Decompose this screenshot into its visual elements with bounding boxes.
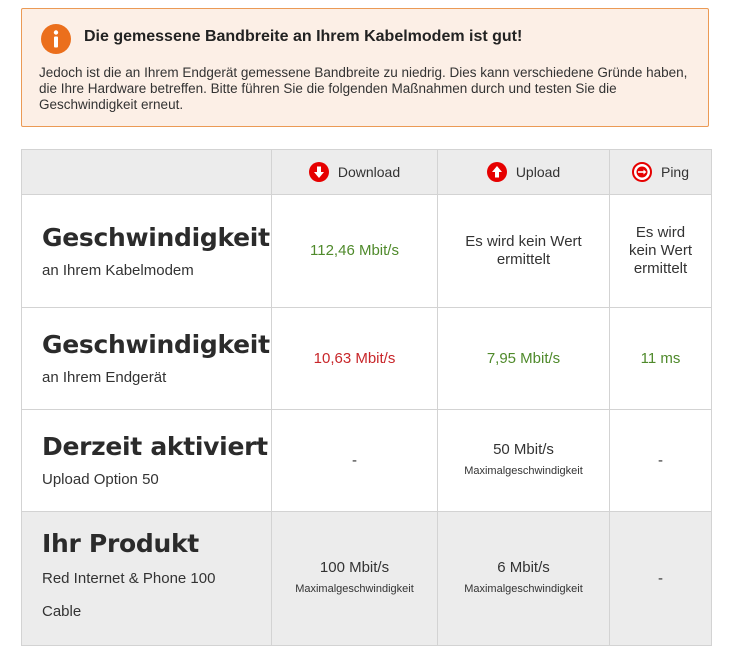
info-icon bbox=[41, 24, 71, 54]
ping-value-text: Es wird kein Wert ermittelt bbox=[628, 224, 693, 277]
ping-icon bbox=[631, 162, 652, 182]
upload-value: 7,95 Mbit/s bbox=[437, 307, 610, 410]
header-empty-cell bbox=[21, 149, 272, 195]
row-title: Geschwindigkeit bbox=[42, 222, 270, 252]
upload-value-text: 6 Mbit/s bbox=[497, 559, 550, 576]
table-header-row: Download Upload Ping bbox=[21, 149, 712, 195]
row-subtitle: an Ihrem Endgerät bbox=[42, 369, 167, 386]
row-subtitle: Red Internet & Phone 100 Cable bbox=[42, 570, 216, 620]
ping-value: Es wird kein Wert ermittelt bbox=[609, 194, 712, 308]
upload-arrow-icon bbox=[486, 162, 507, 182]
download-value: 100 Mbit/s Maximalgeschwindigkeit bbox=[271, 511, 438, 646]
table-row: Derzeit aktiviert Upload Option 50 - 50 … bbox=[21, 409, 712, 512]
upload-value: 50 Mbit/s Maximalgeschwindigkeit bbox=[437, 409, 610, 512]
table-row: Geschwindigkeit an Ihrem Endgerät 10,63 … bbox=[21, 307, 712, 410]
header-upload-label: Upload bbox=[515, 164, 561, 180]
notice-text: Jedoch ist die an Ihrem Endgerät gemesse… bbox=[39, 65, 688, 112]
ping-value: - bbox=[609, 511, 712, 646]
table-row: Geschwindigkeit an Ihrem Kabelmodem 112,… bbox=[21, 194, 712, 308]
ping-value: - bbox=[609, 409, 712, 512]
download-value-note: Maximalgeschwindigkeit bbox=[295, 583, 414, 595]
header-ping: Ping bbox=[609, 149, 712, 195]
upload-value: 6 Mbit/s Maximalgeschwindigkeit bbox=[437, 511, 610, 646]
upload-value-text: Es wird kein Wert ermittelt bbox=[465, 233, 582, 268]
download-value: 10,63 Mbit/s bbox=[271, 307, 438, 410]
header-download: Download bbox=[271, 149, 438, 195]
upload-value: Es wird kein Wert ermittelt bbox=[437, 194, 610, 308]
download-value: 112,46 Mbit/s bbox=[271, 194, 438, 308]
header-upload: Upload bbox=[437, 149, 610, 195]
download-value: - bbox=[271, 409, 438, 512]
row-label: Ihr Produkt Red Internet & Phone 100 Cab… bbox=[21, 511, 272, 646]
upload-value-note: Maximalgeschwindigkeit bbox=[464, 583, 583, 595]
speed-test-table: Download Upload Ping bbox=[21, 149, 712, 646]
row-label: Geschwindigkeit an Ihrem Endgerät bbox=[21, 307, 272, 410]
notice-title: Die gemessene Bandbreite an Ihrem Kabelm… bbox=[84, 28, 523, 45]
download-arrow-icon bbox=[308, 162, 329, 182]
ping-value: 11 ms bbox=[609, 307, 712, 410]
table-row: Ihr Produkt Red Internet & Phone 100 Cab… bbox=[21, 511, 712, 646]
row-label: Derzeit aktiviert Upload Option 50 bbox=[21, 409, 272, 512]
download-value-text: 100 Mbit/s bbox=[319, 559, 390, 576]
row-title: Derzeit aktiviert bbox=[42, 432, 268, 461]
row-subtitle: Upload Option 50 bbox=[42, 471, 159, 488]
header-download-label: Download bbox=[337, 164, 401, 180]
row-title: Ihr Produkt bbox=[42, 529, 199, 558]
header-ping-label: Ping bbox=[660, 164, 690, 180]
row-label: Geschwindigkeit an Ihrem Kabelmodem bbox=[21, 194, 272, 308]
upload-value-text: 50 Mbit/s bbox=[493, 441, 554, 458]
row-subtitle: an Ihrem Kabelmodem bbox=[42, 261, 194, 279]
row-title: Geschwindigkeit bbox=[42, 330, 270, 359]
upload-value-note: Maximalgeschwindigkeit bbox=[464, 465, 583, 477]
bandwidth-notice: Die gemessene Bandbreite an Ihrem Kabelm… bbox=[21, 8, 709, 127]
